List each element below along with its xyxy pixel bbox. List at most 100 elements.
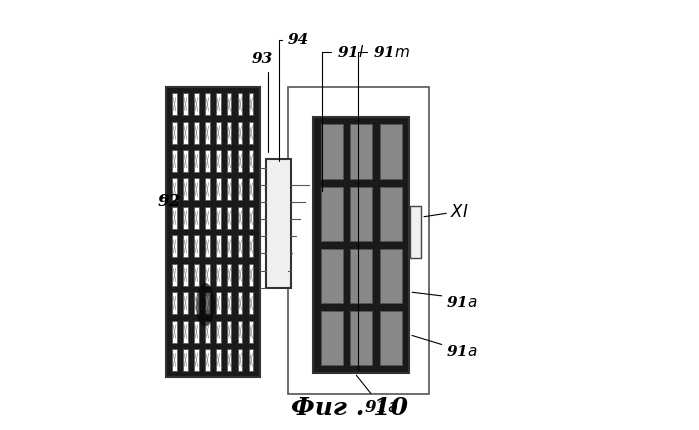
FancyBboxPatch shape <box>266 160 291 288</box>
Text: 94: 94 <box>279 33 309 161</box>
FancyBboxPatch shape <box>238 264 243 286</box>
FancyBboxPatch shape <box>216 292 220 314</box>
FancyBboxPatch shape <box>238 122 243 144</box>
Text: Фиг . 10: Фиг . 10 <box>291 396 408 420</box>
FancyBboxPatch shape <box>172 292 177 314</box>
FancyBboxPatch shape <box>183 292 188 314</box>
FancyBboxPatch shape <box>205 349 210 371</box>
FancyBboxPatch shape <box>227 93 231 115</box>
FancyBboxPatch shape <box>380 187 402 241</box>
FancyBboxPatch shape <box>216 178 220 200</box>
FancyBboxPatch shape <box>227 150 231 172</box>
FancyBboxPatch shape <box>194 178 199 200</box>
FancyBboxPatch shape <box>249 349 253 371</box>
FancyBboxPatch shape <box>321 311 343 366</box>
FancyBboxPatch shape <box>183 178 188 200</box>
FancyBboxPatch shape <box>238 93 243 115</box>
Text: 93: 93 <box>251 52 273 152</box>
FancyBboxPatch shape <box>227 320 231 343</box>
FancyBboxPatch shape <box>249 235 253 257</box>
FancyBboxPatch shape <box>194 264 199 286</box>
FancyBboxPatch shape <box>350 187 372 241</box>
FancyBboxPatch shape <box>172 320 177 343</box>
Ellipse shape <box>196 283 215 326</box>
FancyBboxPatch shape <box>216 320 220 343</box>
Text: 91$a$: 91$a$ <box>356 375 398 415</box>
FancyBboxPatch shape <box>205 178 210 200</box>
FancyBboxPatch shape <box>194 93 199 115</box>
FancyBboxPatch shape <box>301 113 416 369</box>
FancyBboxPatch shape <box>227 349 231 371</box>
FancyBboxPatch shape <box>216 235 220 257</box>
Text: 91$l$: 91$l$ <box>322 44 364 191</box>
FancyBboxPatch shape <box>249 207 253 229</box>
FancyBboxPatch shape <box>216 264 220 286</box>
FancyBboxPatch shape <box>194 349 199 371</box>
FancyBboxPatch shape <box>380 249 402 303</box>
FancyBboxPatch shape <box>216 93 220 115</box>
FancyBboxPatch shape <box>205 292 210 314</box>
FancyBboxPatch shape <box>194 122 199 144</box>
FancyBboxPatch shape <box>194 235 199 257</box>
FancyBboxPatch shape <box>172 122 177 144</box>
Text: 92: 92 <box>157 194 180 210</box>
FancyBboxPatch shape <box>249 93 253 115</box>
FancyBboxPatch shape <box>172 93 177 115</box>
FancyBboxPatch shape <box>296 104 420 378</box>
FancyBboxPatch shape <box>249 122 253 144</box>
FancyBboxPatch shape <box>227 122 231 144</box>
FancyBboxPatch shape <box>205 320 210 343</box>
FancyBboxPatch shape <box>216 122 220 144</box>
Text: 91$a$: 91$a$ <box>446 344 477 359</box>
FancyBboxPatch shape <box>205 93 210 115</box>
FancyBboxPatch shape <box>350 311 372 366</box>
FancyBboxPatch shape <box>287 87 428 394</box>
FancyBboxPatch shape <box>183 207 188 229</box>
FancyBboxPatch shape <box>410 206 421 258</box>
FancyBboxPatch shape <box>205 235 210 257</box>
FancyBboxPatch shape <box>380 311 402 366</box>
FancyBboxPatch shape <box>183 264 188 286</box>
FancyBboxPatch shape <box>227 235 231 257</box>
FancyBboxPatch shape <box>238 349 243 371</box>
FancyBboxPatch shape <box>183 349 188 371</box>
FancyBboxPatch shape <box>321 187 343 241</box>
FancyBboxPatch shape <box>305 121 412 360</box>
FancyBboxPatch shape <box>238 178 243 200</box>
FancyBboxPatch shape <box>194 292 199 314</box>
FancyBboxPatch shape <box>238 235 243 257</box>
FancyBboxPatch shape <box>321 124 343 179</box>
FancyBboxPatch shape <box>205 264 210 286</box>
FancyBboxPatch shape <box>216 349 220 371</box>
FancyBboxPatch shape <box>172 178 177 200</box>
FancyBboxPatch shape <box>350 249 372 303</box>
FancyBboxPatch shape <box>238 207 243 229</box>
FancyBboxPatch shape <box>183 93 188 115</box>
FancyBboxPatch shape <box>249 264 253 286</box>
FancyBboxPatch shape <box>172 207 177 229</box>
FancyBboxPatch shape <box>249 320 253 343</box>
FancyBboxPatch shape <box>227 207 231 229</box>
FancyBboxPatch shape <box>166 87 260 378</box>
FancyBboxPatch shape <box>183 122 188 144</box>
FancyBboxPatch shape <box>227 292 231 314</box>
FancyBboxPatch shape <box>380 124 402 179</box>
FancyBboxPatch shape <box>172 264 177 286</box>
FancyBboxPatch shape <box>249 150 253 172</box>
FancyBboxPatch shape <box>238 150 243 172</box>
FancyBboxPatch shape <box>291 95 424 386</box>
FancyBboxPatch shape <box>194 207 199 229</box>
FancyBboxPatch shape <box>205 150 210 172</box>
FancyBboxPatch shape <box>249 292 253 314</box>
FancyBboxPatch shape <box>227 178 231 200</box>
FancyBboxPatch shape <box>183 235 188 257</box>
FancyBboxPatch shape <box>249 178 253 200</box>
FancyBboxPatch shape <box>313 117 410 373</box>
FancyBboxPatch shape <box>205 207 210 229</box>
FancyBboxPatch shape <box>216 207 220 229</box>
Text: $XI$: $XI$ <box>450 204 468 221</box>
FancyBboxPatch shape <box>238 320 243 343</box>
FancyBboxPatch shape <box>350 124 372 179</box>
FancyBboxPatch shape <box>183 320 188 343</box>
FancyBboxPatch shape <box>194 320 199 343</box>
